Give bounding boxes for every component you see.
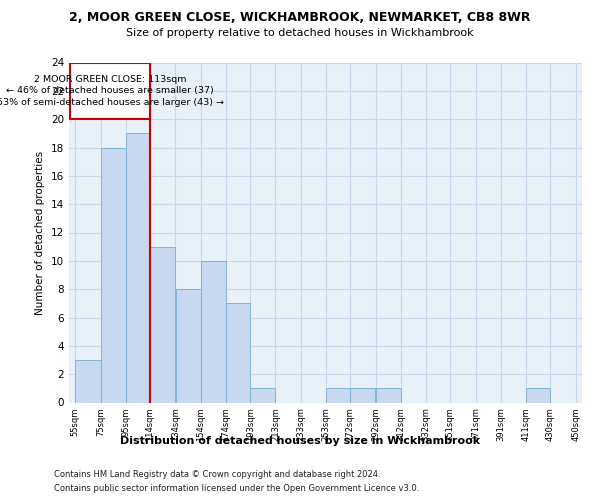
Y-axis label: Number of detached properties: Number of detached properties (35, 150, 46, 314)
Bar (176, 289, 200, 403)
Bar (126, 134, 150, 402)
Text: Size of property relative to detached houses in Wickhambrook: Size of property relative to detached ho… (126, 28, 474, 38)
Bar (201, 261, 226, 402)
Bar (101, 148, 126, 402)
Text: 2 MOOR GREEN CLOSE: 113sqm
← 46% of detached houses are smaller (37)
53% of semi: 2 MOOR GREEN CLOSE: 113sqm ← 46% of deta… (0, 74, 224, 107)
Bar (226, 304, 250, 402)
Text: Distribution of detached houses by size in Wickhambrook: Distribution of detached houses by size … (120, 436, 480, 446)
Bar (326, 388, 350, 402)
Bar (150, 246, 175, 402)
Bar (70, 62, 150, 119)
Bar (526, 388, 550, 402)
Text: Contains public sector information licensed under the Open Government Licence v3: Contains public sector information licen… (54, 484, 419, 493)
Text: 2, MOOR GREEN CLOSE, WICKHAMBROOK, NEWMARKET, CB8 8WR: 2, MOOR GREEN CLOSE, WICKHAMBROOK, NEWMA… (69, 11, 531, 24)
Bar (250, 388, 275, 402)
Text: Contains HM Land Registry data © Crown copyright and database right 2024.: Contains HM Land Registry data © Crown c… (54, 470, 380, 479)
Bar (376, 388, 401, 402)
Bar (76, 360, 101, 403)
Bar (350, 388, 376, 402)
